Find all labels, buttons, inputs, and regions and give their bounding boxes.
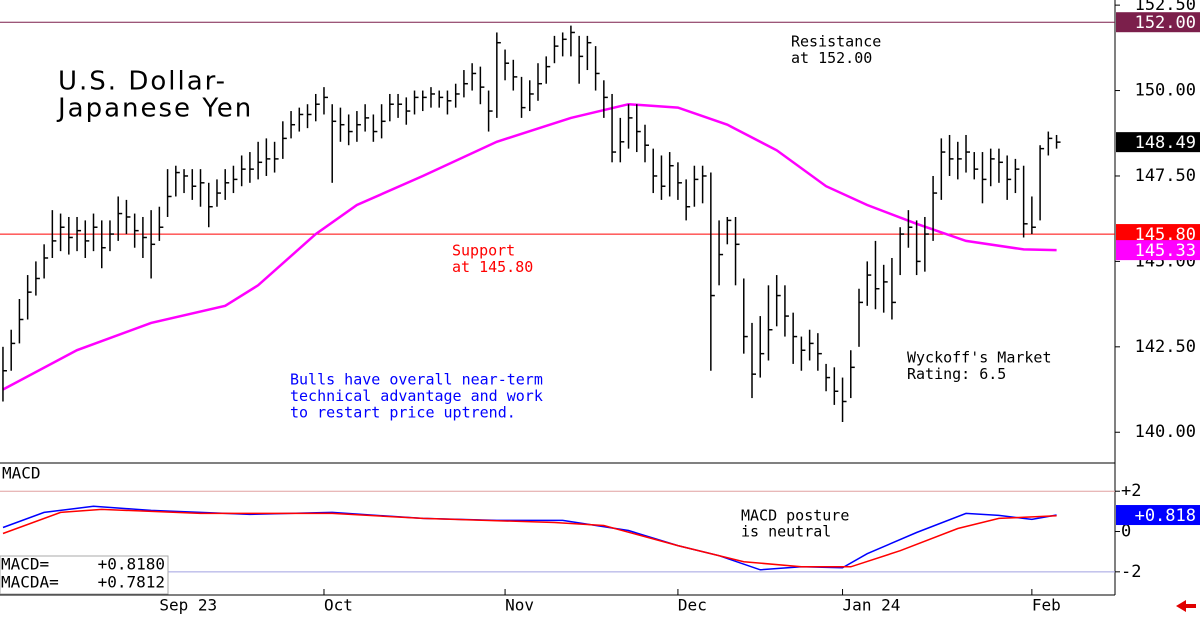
annotation: MACD posture [741, 507, 849, 525]
y-tick-label: 142.50 [1135, 337, 1196, 357]
annotation: Bulls have overall near-term [290, 371, 543, 389]
panel-title: MACD [2, 464, 41, 483]
legend-value: +0.7812 [98, 573, 165, 592]
y-tick-label: -2 [1121, 562, 1141, 582]
annotation: Rating: 6.5 [907, 365, 1006, 383]
x-tick-label: Jan 24 [843, 596, 901, 615]
level-label-box [1116, 224, 1200, 245]
y-tick-label: +2 [1121, 481, 1141, 501]
y-tick-label: 0 [1121, 522, 1131, 542]
level-label-box [1116, 12, 1200, 33]
last-price-label-text: 148.49 [1135, 133, 1196, 153]
macd-line [2, 508, 1057, 568]
y-tick-label: 147.50 [1135, 166, 1196, 186]
annotation: is neutral [741, 523, 831, 541]
annotation: technical advantage and work [290, 387, 543, 405]
x-tick-label: Dec [678, 596, 707, 615]
annotation: Support [452, 242, 515, 260]
annotation: to restart price uptrend. [290, 404, 516, 422]
macd-last-label-text: +0.818 [1135, 506, 1196, 526]
annotation: Resistance [791, 33, 881, 51]
moving-average-label-text: 145.33 [1135, 241, 1196, 261]
last-price-label-box [1116, 132, 1200, 153]
moving-average-label-box [1116, 240, 1200, 261]
x-tick-label: Oct [324, 596, 353, 615]
x-tick-label: Feb [1032, 596, 1061, 615]
level-label-text: 145.80 [1135, 225, 1196, 245]
legend-label: MACD= [1, 555, 49, 574]
annotation: at 145.80 [452, 258, 533, 276]
nav-arrow[interactable] [1176, 600, 1196, 612]
annotation: at 152.00 [791, 49, 872, 67]
macd-last-label-box [1116, 505, 1200, 526]
x-tick-label: Nov [505, 596, 534, 615]
y-tick-label: 152.50 [1135, 0, 1196, 15]
annotation: Wyckoff's Market [907, 349, 1052, 367]
legend-label: MACDA= [1, 573, 59, 592]
chart-title: U.S. Dollar- [58, 67, 227, 97]
y-tick-label: 140.00 [1135, 422, 1196, 442]
legend-box [0, 555, 169, 595]
chart-title: Japanese Yen [56, 94, 253, 124]
x-tick-label: Sep 23 [159, 596, 217, 615]
y-tick-label: 150.00 [1135, 81, 1196, 101]
level-label-text: 152.00 [1135, 13, 1196, 33]
legend-value: +0.8180 [98, 555, 165, 574]
